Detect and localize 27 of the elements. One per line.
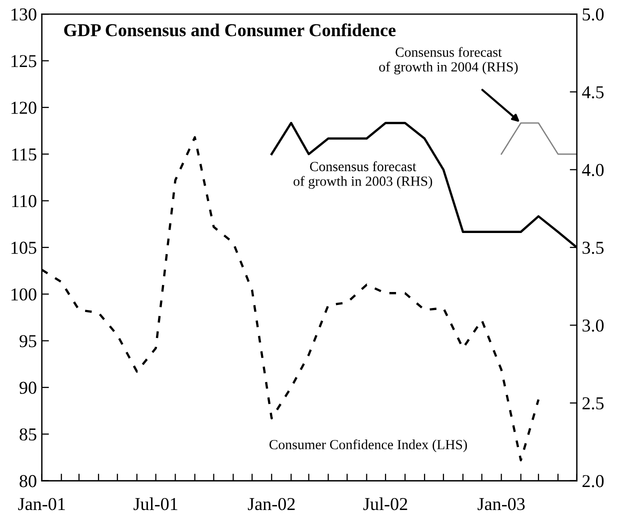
series-label: Consumer Confidence Index (LHS) — [269, 439, 467, 452]
x-tick-label: Jan-03 — [478, 498, 525, 510]
y-tick-label: 115 — [12, 148, 36, 161]
y2-tick-label: 3.0 — [582, 319, 604, 332]
x-tick-label: Jul-02 — [363, 497, 408, 510]
y2-tick-label: 2.5 — [582, 397, 604, 410]
y-tick-label: 85 — [20, 428, 36, 441]
y2-tick-label: 4.0 — [582, 164, 604, 176]
y-tick-label: 80 — [20, 475, 36, 488]
x-tick-label: Jul-01 — [134, 497, 178, 510]
text: Consensus forecast of growth in 2004 (RHS) — [379, 46, 518, 74]
y-tick-label: 125 — [12, 55, 36, 68]
x-tick-label: Jan-01 — [18, 498, 65, 510]
y-tick-label: 100 — [12, 288, 36, 301]
y-tick-label: 110 — [12, 195, 36, 208]
y-tick-label: 95 — [20, 335, 36, 348]
y-tick-label: 105 — [12, 242, 36, 254]
y-tick-label: 120 — [12, 102, 36, 114]
y2-tick-label: 3.5 — [582, 242, 604, 254]
y2-tick-label: 4.5 — [582, 86, 604, 98]
y-tick-label: 130 — [12, 8, 36, 21]
y2-tick-label: 5.0 — [582, 8, 604, 21]
y2-tick-label: 2.0 — [582, 475, 604, 488]
chart-title: GDP Consensus and Consumer Confidence — [64, 23, 396, 36]
series-label: Consensus forecast of growth in 2003 (RHS) — [294, 161, 432, 189]
x-tick-label: Jan-02 — [248, 498, 295, 510]
y-tick-label: 90 — [20, 382, 36, 394]
